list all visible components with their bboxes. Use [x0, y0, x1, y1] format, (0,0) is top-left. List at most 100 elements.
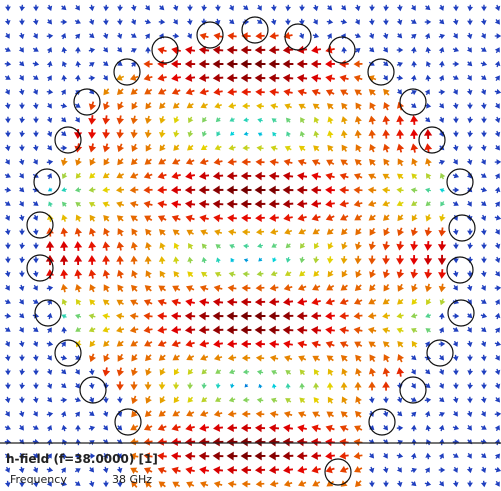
field-arrow-head — [285, 242, 291, 249]
field-arrow-head — [283, 340, 291, 349]
field-arrow-head — [286, 131, 291, 137]
field-arrow-head — [339, 297, 347, 306]
field-arrow-head — [454, 439, 460, 445]
field-arrow-head — [46, 131, 53, 137]
field-arrow-head — [60, 410, 67, 417]
field-arrow-head — [60, 159, 68, 167]
field-arrow-head — [6, 60, 12, 67]
field-arrow-head — [144, 255, 152, 262]
field-arrow-head — [88, 145, 97, 153]
field-arrow-head — [88, 467, 95, 473]
field-arrow-head — [439, 215, 446, 222]
field-arrow-head — [61, 46, 68, 52]
field-arrow-head — [325, 172, 333, 181]
field-arrow-head — [397, 284, 404, 292]
field-arrow-head — [18, 201, 24, 207]
field-arrow-head — [33, 132, 39, 138]
field-arrow-head — [144, 5, 151, 11]
field-arrow-head — [4, 482, 11, 488]
field-arrow-head — [411, 467, 417, 474]
field-arrow-head — [466, 201, 472, 207]
field-arrow-head — [75, 46, 81, 52]
field-arrow-head — [453, 258, 459, 264]
field-arrow-head — [173, 369, 180, 376]
field-arrow-head — [397, 353, 405, 361]
field-arrow-head — [158, 158, 166, 165]
field-arrow-head — [5, 46, 11, 52]
field-arrow-head — [396, 367, 405, 375]
field-arrow-head — [298, 145, 306, 152]
field-arrow-head — [240, 465, 248, 475]
field-arrow-head — [296, 311, 304, 321]
field-arrow-head — [268, 199, 276, 209]
field-arrow-head — [5, 132, 11, 138]
field-arrow-head — [438, 424, 445, 431]
field-arrow-head — [466, 33, 473, 40]
field-arrow-head — [340, 130, 348, 137]
rod — [426, 339, 454, 367]
field-arrow-head — [254, 451, 262, 461]
field-arrow-head — [466, 468, 473, 474]
field-arrow-head — [327, 130, 334, 137]
field-arrow-head — [424, 229, 433, 237]
field-arrow-head — [410, 74, 417, 80]
field-arrow-head — [355, 480, 362, 488]
field-arrow-head — [382, 411, 389, 418]
field-arrow-head — [440, 201, 446, 207]
field-arrow-head — [368, 243, 377, 251]
field-arrow-head — [4, 356, 11, 362]
field-arrow-head — [74, 186, 80, 193]
field-arrow-head — [174, 32, 180, 39]
field-arrow-head — [368, 33, 375, 39]
field-arrow-head — [256, 397, 262, 404]
field-arrow-head — [495, 466, 501, 473]
field-arrow-head — [144, 33, 150, 39]
field-arrow-head — [88, 132, 97, 139]
field-arrow-head — [254, 185, 262, 195]
field-arrow-head — [368, 341, 376, 348]
field-arrow-head — [201, 243, 208, 249]
rod — [284, 23, 312, 51]
field-arrow-head — [88, 103, 97, 111]
field-arrow-head — [396, 327, 403, 334]
field-arrow-head — [242, 102, 248, 110]
field-arrow-head — [75, 326, 81, 332]
field-arrow-head — [116, 33, 123, 40]
field-arrow-head — [145, 369, 152, 376]
field-arrow-head — [185, 298, 193, 307]
field-arrow-head — [33, 258, 39, 264]
field-arrow-head — [117, 102, 125, 110]
field-arrow-head — [199, 423, 207, 432]
field-arrow-head — [339, 341, 348, 349]
field-arrow-head — [426, 19, 432, 25]
field-arrow-head — [19, 398, 25, 404]
field-arrow-head — [213, 284, 221, 292]
field-arrow-head — [480, 20, 487, 26]
field-arrow-head — [157, 46, 165, 55]
field-arrow-head — [466, 312, 473, 319]
field-arrow-head — [6, 312, 12, 319]
field-arrow-head — [159, 242, 166, 249]
field-arrow-head — [311, 297, 319, 306]
field-arrow-head — [61, 201, 67, 207]
field-arrow-head — [355, 354, 362, 362]
field-arrow-head — [4, 159, 10, 165]
field-arrow-head — [46, 425, 53, 431]
field-arrow-head — [268, 451, 276, 461]
field-arrow-head — [396, 33, 403, 39]
field-arrow-head — [102, 467, 109, 474]
field-arrow-head — [157, 339, 165, 347]
field-arrow-head — [425, 368, 431, 375]
field-arrow-head — [396, 258, 405, 265]
field-arrow-head — [5, 370, 11, 376]
field-arrow-head — [187, 396, 194, 403]
field-arrow-head — [397, 214, 404, 222]
field-arrow-head — [327, 270, 334, 278]
field-arrow-head — [270, 270, 277, 277]
field-arrow-head — [480, 285, 486, 291]
field-arrow-head — [103, 88, 110, 96]
field-arrow-head — [480, 341, 487, 347]
field-arrow-head — [284, 103, 291, 110]
field-arrow-head — [438, 60, 445, 66]
